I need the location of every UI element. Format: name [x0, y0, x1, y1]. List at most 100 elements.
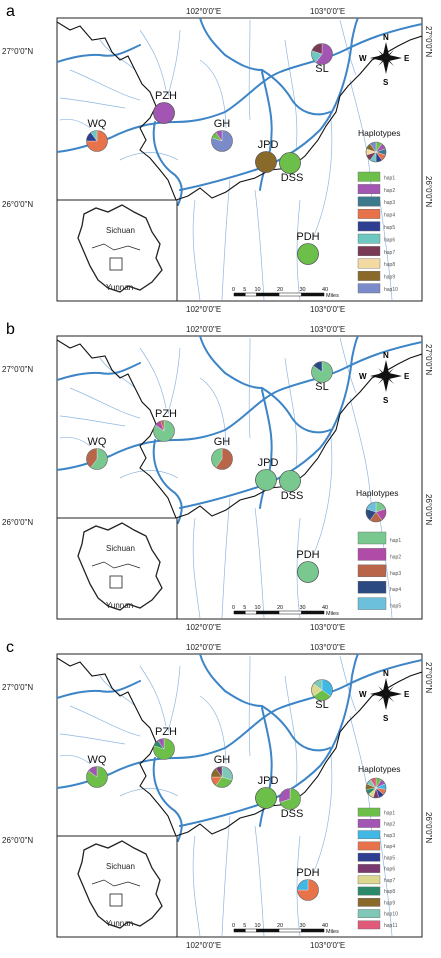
pie-outline — [255, 469, 277, 491]
tributary-stream — [284, 357, 298, 469]
lon-label-102-bottom: 102°0'0"E — [186, 305, 221, 314]
compass-label-s: S — [383, 78, 389, 87]
tributary-stream — [69, 705, 141, 737]
legend-label-hap3: hap3 — [384, 200, 395, 206]
legend-swatch-hap3 — [357, 830, 381, 840]
legend-label-hap9: hap9 — [384, 900, 395, 906]
main-river — [57, 341, 422, 471]
compass-label-e: E — [404, 372, 410, 381]
scale-segment — [245, 928, 257, 933]
compass-label-e: E — [404, 690, 410, 699]
lat-label-26-left: 26°0'0"N — [2, 200, 33, 209]
pie-outline — [365, 501, 387, 523]
compass-south-point — [383, 694, 389, 710]
tributary-stream — [59, 415, 126, 427]
pie-wq — [86, 448, 108, 470]
pie-dss — [279, 788, 301, 810]
compass-label-s: S — [383, 396, 389, 405]
scale-tick-label: 10 — [255, 287, 261, 293]
pie-jpd — [255, 151, 277, 173]
legend-swatch-hap7 — [357, 246, 381, 256]
scale-tick-label: 5 — [243, 923, 246, 929]
compass-label-e: E — [404, 54, 410, 63]
tributary-stream — [119, 152, 179, 161]
inset-frame — [56, 835, 178, 938]
compass-east-point — [386, 55, 402, 61]
compass-ne-point — [386, 686, 394, 694]
inset-study-area — [109, 893, 123, 907]
inset-map: Sichuan Yunnan — [56, 835, 178, 938]
tributary-stream — [139, 665, 167, 727]
inset-boundary — [91, 243, 141, 251]
pie-pdh — [297, 879, 319, 901]
scale-tick-label: 30 — [300, 287, 306, 293]
inset-boundary — [91, 561, 141, 569]
tributary-stream — [167, 665, 181, 733]
legend-label-hap5: hap5 — [390, 604, 401, 610]
scale-tick-label: 0 — [232, 605, 235, 611]
legend-swatch-hap6 — [357, 233, 381, 244]
tributary-stream — [248, 655, 251, 757]
legend-label-hap2: hap2 — [384, 822, 395, 828]
legend-label-hap3: hap3 — [384, 833, 395, 839]
scale-segment — [256, 610, 280, 615]
compass-se-point — [386, 376, 394, 384]
scale-tick-label: 10 — [255, 605, 261, 611]
lat-label-27-right: 27°0'0"N — [424, 26, 433, 57]
legend-swatch-hap3 — [357, 196, 381, 207]
site-label-pdh: PDH — [296, 231, 319, 243]
tributary-stream — [59, 118, 91, 129]
legend-swatch-hap10 — [357, 283, 381, 294]
panel-b: b 102°0'0"E 103°0'0"E 102°0'0"E 103°0'0"E 27°… — [2, 321, 433, 632]
legend-swatch-hap5 — [357, 597, 387, 610]
compass-se-point — [386, 58, 394, 66]
main-river — [179, 18, 359, 191]
pie-outline — [86, 766, 108, 788]
provincial-border — [57, 21, 422, 201]
legend-summary-pie — [365, 141, 387, 163]
lon-label-103-bottom: 103°0'0"E — [310, 305, 345, 314]
legend-swatch-hap10 — [357, 909, 381, 918]
lon-label-103-top: 103°0'0"E — [310, 325, 345, 334]
compass-label-n: N — [383, 669, 389, 678]
legend-swatch-hap8 — [357, 258, 381, 269]
compass-label-n: N — [383, 351, 389, 360]
tributary-stream — [69, 387, 141, 419]
compass-sw-point — [378, 376, 386, 384]
legend-swatch-hap2 — [357, 548, 387, 561]
tributary-stream — [221, 179, 231, 301]
inset-label-yunnan: Yunnan — [106, 283, 133, 292]
site-label-pdh: PDH — [296, 867, 319, 879]
tributary-stream — [119, 788, 179, 797]
scale-tick-label: 40 — [322, 605, 328, 611]
tributary-stream — [59, 97, 126, 109]
tributary-stream — [69, 69, 141, 101]
pie-outline — [297, 561, 319, 583]
compass-north-point — [383, 42, 389, 58]
legend-label-hap10: hap10 — [384, 912, 398, 918]
main-river — [152, 439, 183, 524]
site-label-jpd: JPD — [258, 139, 279, 151]
inset-province-outline — [77, 522, 163, 611]
site-label-wq: WQ — [88, 754, 107, 766]
pie-outline — [279, 470, 301, 492]
pie-dss — [279, 470, 301, 492]
tributary-stream — [167, 347, 181, 415]
haplotype-legend: Haplotypes hap1 hap2 hap3 hap4 hap5 hap6 hap7 ha… — [357, 128, 401, 294]
main-river — [259, 707, 273, 827]
provincial-border — [57, 657, 422, 837]
legend-swatch-hap3 — [357, 564, 387, 578]
haplotype-legend: Haplotypes hap1 hap2 hap3 hap4 hap5 hap6 hap7 ha… — [357, 764, 401, 930]
panel-c: c 102°0'0"E 103°0'0"E 102°0'0"E 103°0'0"E 27°… — [2, 639, 433, 950]
legend-summary-pie — [365, 777, 387, 799]
legend-label-hap6: hap6 — [384, 237, 395, 243]
legend-label-hap2: hap2 — [384, 188, 395, 194]
compass-label-s: S — [383, 714, 389, 723]
pie-outline — [255, 151, 277, 173]
scale-tick-label: 30 — [300, 923, 306, 929]
tributary-stream — [221, 815, 231, 937]
legend-title: Haplotypes — [358, 128, 401, 138]
scale-segment — [301, 292, 325, 297]
pie-outline — [297, 243, 319, 265]
site-label-gh: GH — [214, 118, 231, 130]
